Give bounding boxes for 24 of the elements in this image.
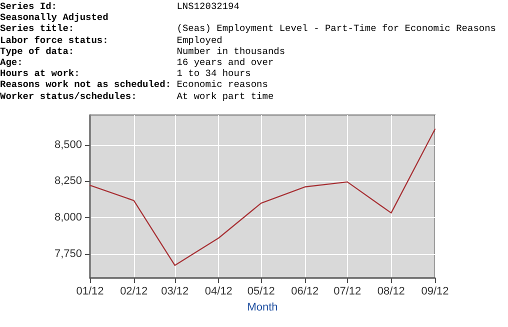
text: Seasonally Adjusted <box>0 12 108 24</box>
y-tick-label: 8,000 <box>54 212 82 224</box>
text: Type of data: Number in thousands <box>0 46 286 57</box>
text: Labor force status: Employed <box>0 34 222 46</box>
x-tick-label: 02/12 <box>120 286 148 298</box>
x-tick-label: 01/12 <box>76 286 104 298</box>
text: Age: 16 years and over <box>0 57 274 68</box>
x-axis-title: Month <box>247 302 278 314</box>
text: Series title: (Seas) Employment Level - Part-Time for Economic Reasons <box>0 23 496 34</box>
text: Hours at work: 1 to 34 hours <box>0 68 251 80</box>
x-tick-label: 04/12 <box>204 286 232 298</box>
x-tick-label: 08/12 <box>377 286 405 298</box>
x-tick-label: 07/12 <box>334 286 362 298</box>
y-tick-label: 8,500 <box>54 138 82 151</box>
y-tick-label: 8,250 <box>54 175 82 188</box>
text: Worker status/schedules: At work part time <box>0 90 274 102</box>
x-tick-label: 03/12 <box>161 286 189 298</box>
y-tick-label: 7,750 <box>54 248 82 260</box>
x-tick-label: 06/12 <box>291 286 319 298</box>
line-series <box>89 128 436 266</box>
text: Reasons work not as scheduled: Economic reasons <box>0 79 269 91</box>
x-tick-label: 05/12 <box>247 286 275 298</box>
x-tick-label: 09/12 <box>421 286 449 298</box>
text: Series Id: LNS12032194 <box>0 1 240 12</box>
